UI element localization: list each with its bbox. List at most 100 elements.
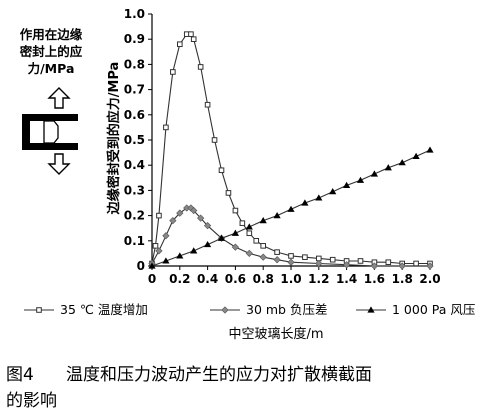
side-label-line-1: 作用在边缘 xyxy=(19,27,83,42)
legend-label: 1 000 Pa 风压 xyxy=(392,302,475,317)
data-point xyxy=(357,258,364,264)
data-point xyxy=(190,36,197,43)
data-point xyxy=(412,152,420,159)
data-point xyxy=(259,217,267,224)
y-tick-label: 0.9 xyxy=(124,32,145,46)
y-tick-label: 0.3 xyxy=(124,183,145,197)
data-point xyxy=(231,243,240,251)
data-point xyxy=(188,31,194,37)
data-point xyxy=(239,220,246,226)
data-point xyxy=(329,256,336,263)
data-point xyxy=(176,209,184,217)
legend-item: 1 000 Pa 风压 xyxy=(356,302,475,317)
y-tick-label: 0.4 xyxy=(124,158,145,172)
data-point xyxy=(155,247,163,255)
side-label-line-3: 力/MPa xyxy=(27,61,75,76)
data-point xyxy=(342,261,351,269)
data-point xyxy=(273,256,281,264)
data-point xyxy=(170,69,176,75)
y-tick-label: 0.7 xyxy=(124,83,145,97)
side-stress-label: 作用在边缘 密封上的应 力/MPa xyxy=(6,26,96,77)
y-tick-label: 0 xyxy=(137,259,145,273)
chart-legend: 35 ℃ 温度增加 30 mb 负压差 1 000 Pa 风压 xyxy=(24,302,475,317)
data-point xyxy=(225,190,232,196)
x-tick-label: 0.4 xyxy=(197,272,218,286)
x-tick-label: 1.4 xyxy=(336,272,357,286)
data-point xyxy=(245,223,253,230)
caption-text-line-1: 温度和压力波动产生的应力对扩散横截面 xyxy=(66,365,372,385)
x-tick-label: 0.2 xyxy=(169,272,190,286)
x-axis-label: 中空玻璃长度/m xyxy=(228,326,323,342)
data-point xyxy=(413,260,419,267)
data-point xyxy=(301,199,309,206)
x-tick-label: 1.8 xyxy=(392,272,413,286)
data-point xyxy=(197,214,205,222)
y-tick-label: 0.5 xyxy=(124,133,145,147)
data-point xyxy=(204,101,211,108)
x-tick-label: 1.6 xyxy=(364,272,385,286)
legend-marker xyxy=(367,306,375,313)
x-tick-label: 1.2 xyxy=(308,272,329,286)
data-point xyxy=(232,207,239,214)
chart-ticks: 0 0.2 0.4 0.6 0.8 1.0 1.2 1.4 1.6 1.8 2.0 0 0.1 0.2 0.… xyxy=(124,7,441,286)
legend-item: 30 mb 负压差 xyxy=(210,302,327,317)
y-tick-label: 0.1 xyxy=(124,234,145,248)
edge-seal-icon xyxy=(22,114,78,150)
x-tick-label: 1.0 xyxy=(280,272,301,286)
data-point xyxy=(384,164,392,171)
y-tick-label: 0.6 xyxy=(124,108,145,122)
series-line xyxy=(151,33,430,265)
x-tick-label: 0.8 xyxy=(253,272,274,286)
data-point xyxy=(343,181,351,188)
y-tick-label: 1.0 xyxy=(124,7,145,21)
y-tick-label: 0.2 xyxy=(124,209,145,223)
caption-number: 图4 xyxy=(6,365,34,385)
caption-text-line-2: 的影响 xyxy=(6,391,57,411)
data-point xyxy=(231,229,239,236)
x-tick-label: 2.0 xyxy=(419,272,440,286)
data-point xyxy=(204,240,212,248)
y-axis-label: 边缘密封受到的应力/MPa xyxy=(106,62,122,216)
data-point xyxy=(259,253,267,261)
data-point xyxy=(426,146,434,153)
legend-label: 30 mb 负压差 xyxy=(246,302,327,317)
series-square xyxy=(149,31,433,267)
figure-caption: 图4 温度和压力波动产生的应力对扩散横截面 的影响 xyxy=(6,362,474,414)
data-point xyxy=(218,167,225,174)
data-point xyxy=(302,254,308,260)
data-point xyxy=(177,41,183,48)
data-point xyxy=(211,137,218,143)
data-point xyxy=(253,238,260,244)
legend-item: 35 ℃ 温度增加 xyxy=(24,302,148,317)
data-point xyxy=(398,159,406,166)
chart-series xyxy=(148,31,434,270)
legend-label: 35 ℃ 温度增加 xyxy=(60,302,148,317)
data-point xyxy=(162,257,170,264)
data-point xyxy=(274,249,280,255)
data-point xyxy=(148,262,156,269)
side-label-line-2: 密封上的应 xyxy=(19,44,83,59)
data-point xyxy=(197,64,204,70)
x-tick-label: 0.6 xyxy=(225,272,246,286)
data-point xyxy=(356,176,365,183)
data-point xyxy=(385,259,392,266)
data-point xyxy=(287,258,295,266)
arrow-down-icon xyxy=(47,153,71,175)
data-point xyxy=(287,205,295,212)
legend-marker xyxy=(36,307,42,313)
data-point xyxy=(315,259,323,268)
data-point xyxy=(398,262,406,270)
data-point xyxy=(169,217,177,225)
legend-marker xyxy=(221,306,229,314)
data-point xyxy=(273,212,281,219)
arrow-up-icon xyxy=(47,87,71,109)
chart-axes xyxy=(151,14,430,267)
data-point xyxy=(190,206,198,215)
data-point xyxy=(217,234,226,241)
data-point xyxy=(329,188,337,195)
data-point xyxy=(370,170,378,177)
data-point xyxy=(315,194,323,201)
data-point xyxy=(163,124,169,131)
data-point xyxy=(156,212,162,219)
